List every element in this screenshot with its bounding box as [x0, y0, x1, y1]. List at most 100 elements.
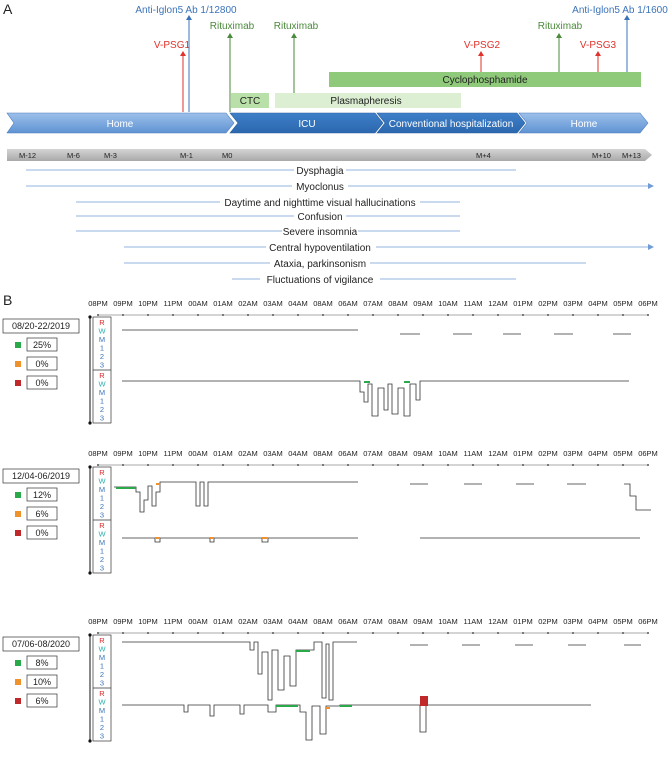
antibody-label-1: Anti-Iglon5 Ab 1/12800: [135, 5, 237, 16]
hour-tick-label: 08AM: [313, 617, 333, 626]
time-axis-tick: [347, 632, 349, 634]
phase-label-conventional: Conventional hospitalization: [389, 119, 514, 130]
stage-label: M: [99, 335, 105, 344]
time-axis-tick: [372, 464, 374, 466]
hour-tick-label: 02PM: [538, 299, 558, 308]
hour-tick-label: 06PM: [638, 299, 658, 308]
date-box: [2, 468, 80, 484]
phase-label-icu: ICU: [298, 119, 315, 130]
hour-tick-label: 11PM: [163, 617, 182, 626]
time-axis-tick: [272, 464, 274, 466]
percentage-box: [26, 487, 58, 502]
hour-tick-label: 10PM: [138, 617, 158, 626]
percentage-box: [26, 655, 58, 670]
hour-tick-label: 03PM: [563, 617, 583, 626]
percentage-box: [26, 674, 58, 689]
time-axis-tick: [472, 314, 474, 316]
date-box: [2, 318, 80, 334]
hour-tick-label: 10PM: [138, 449, 158, 458]
stage-label: 3: [100, 361, 104, 370]
time-axis-tick: [297, 632, 299, 634]
hour-tick-label: 09PM: [113, 617, 133, 626]
symptom-myoclonus: Myoclonus: [296, 182, 344, 193]
green-event-mark: [340, 705, 352, 707]
time-axis-tick: [447, 632, 449, 634]
red-legend-square: [15, 530, 21, 536]
time-axis-tick: [547, 632, 549, 634]
stage-label: R: [99, 521, 105, 530]
hour-tick-label: 03AM: [263, 617, 283, 626]
vpsg3-label: V-PSG3: [580, 40, 617, 51]
stage-label: 1: [100, 344, 104, 353]
symptom-hypoventilation: Central hypoventilation: [269, 243, 371, 254]
stage-label: 1: [100, 494, 104, 503]
time-axis-tick: [472, 632, 474, 634]
hour-tick-label: 01PM: [513, 449, 533, 458]
stage-label: W: [98, 327, 106, 336]
time-axis-tick: [147, 632, 149, 634]
time-axis-tick: [322, 464, 324, 466]
time-axis-tick: [97, 314, 99, 316]
symptom-confusion: Confusion: [297, 212, 342, 223]
treatment-bars: Cyclophosphamide CTC Plasmapheresis: [231, 72, 641, 108]
orange-legend-square: [15, 679, 21, 685]
recording-date: 12/04-06/2019: [12, 471, 70, 481]
time-axis-tick: [197, 314, 199, 316]
hour-tick-label: 03AM: [263, 449, 283, 458]
time-axis-tick: [122, 314, 124, 316]
orange-percentage: 0%: [35, 359, 48, 369]
time-axis-tick: [397, 314, 399, 316]
hour-tick-label: 00AM: [188, 617, 208, 626]
time-axis-tick: [422, 464, 424, 466]
time-axis-tick: [497, 314, 499, 316]
hour-tick-label: 04PM: [588, 617, 608, 626]
orange-percentage: 10%: [33, 677, 51, 687]
hour-tick-label: 00AM: [188, 299, 208, 308]
hour-tick-label: 06PM: [638, 617, 658, 626]
symptom-ataxia: Ataxia, parkinsonism: [274, 259, 366, 270]
stage-label: 3: [100, 732, 104, 741]
stage-label: R: [99, 468, 105, 477]
time-axis-tick: [397, 632, 399, 634]
symptom-insomnia: Severe insomnia: [283, 227, 358, 238]
month-timeline: M-12 M-6 M-3 M-1 M0 M+4 M+10 M+13: [7, 149, 652, 161]
percentage-box: [26, 337, 58, 352]
hour-tick-label: 02PM: [538, 617, 558, 626]
time-axis-tick: [122, 632, 124, 634]
tick-m-6: M-6: [67, 151, 80, 160]
time-axis-tick: [597, 464, 599, 466]
hour-tick-label: 07AM: [363, 299, 383, 308]
tick-m-1: M-1: [180, 151, 193, 160]
hour-tick-label: 08PM: [88, 449, 108, 458]
date-box: [2, 636, 80, 652]
stage-label: 3: [100, 679, 104, 688]
stage-label: M: [99, 706, 105, 715]
time-axis-tick: [397, 464, 399, 466]
hour-tick-label: 08PM: [88, 299, 108, 308]
time-axis-tick: [572, 632, 574, 634]
hour-tick-label: 08PM: [88, 617, 108, 626]
plasmapheresis-label: Plasmapheresis: [330, 96, 401, 107]
hour-tick-label: 01AM: [213, 449, 233, 458]
phase-chevrons: Home ICU Conventional hospitalization Ho…: [6, 112, 649, 134]
red-legend-square: [15, 698, 21, 704]
hour-tick-label: 03AM: [263, 299, 283, 308]
rituximab-label-2: Rituximab: [274, 21, 319, 32]
time-axis-tick: [272, 632, 274, 634]
orange-legend-square: [15, 361, 21, 367]
tick-m-3: M-3: [104, 151, 117, 160]
hypnogram-trace: [114, 481, 358, 513]
time-axis-tick: [372, 632, 374, 634]
green-percentage: 8%: [35, 658, 48, 668]
stage-label: 3: [100, 511, 104, 520]
hour-tick-label: 09PM: [113, 299, 133, 308]
stage-label: W: [98, 477, 106, 486]
hour-tick-label: 02AM: [238, 449, 258, 458]
green-legend-square: [15, 660, 21, 666]
orange-event-mark: [155, 537, 160, 539]
vpsg1-label: V-PSG1: [154, 40, 191, 51]
hour-tick-label: 08AM: [313, 449, 333, 458]
green-event-mark: [364, 381, 370, 383]
hour-tick-label: 09AM: [413, 449, 433, 458]
hour-tick-label: 05PM: [613, 617, 633, 626]
